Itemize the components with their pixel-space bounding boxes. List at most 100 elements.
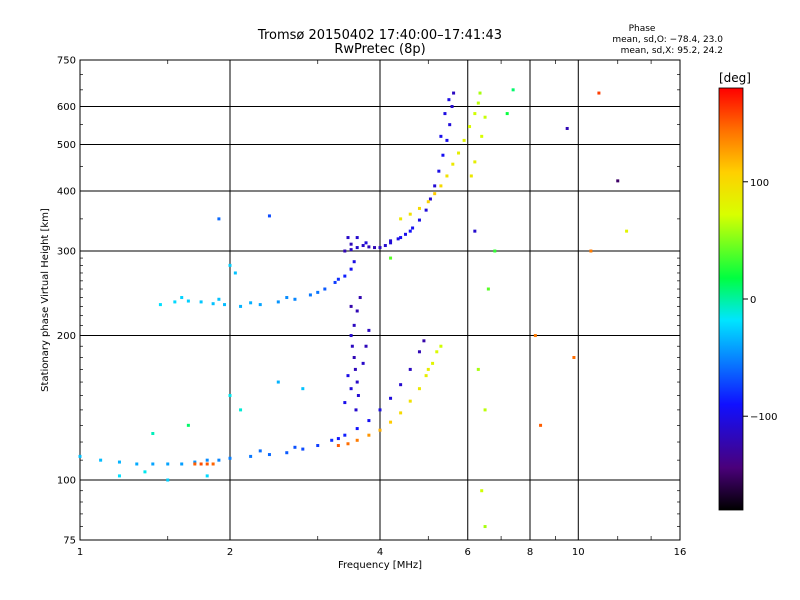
- data-point: [468, 125, 472, 129]
- data-point: [378, 428, 382, 432]
- data-point: [143, 470, 147, 474]
- data-point: [447, 98, 451, 102]
- data-point: [228, 456, 232, 460]
- data-point: [285, 451, 289, 455]
- data-point: [493, 249, 497, 253]
- data-point: [205, 462, 209, 466]
- data-point: [173, 300, 177, 304]
- data-point: [343, 401, 347, 405]
- data-point: [180, 296, 184, 300]
- data-point: [389, 396, 393, 400]
- data-point: [258, 449, 262, 453]
- data-point: [451, 162, 455, 166]
- y-tick-label: 200: [57, 331, 76, 342]
- data-point: [349, 387, 353, 391]
- data-point: [249, 301, 253, 305]
- x-axis-label: Frequency [MHz]: [338, 560, 422, 571]
- data-point: [625, 229, 629, 233]
- x-tick-label: 1: [77, 547, 83, 558]
- data-point: [478, 91, 482, 95]
- data-point: [399, 411, 403, 415]
- data-point: [445, 174, 449, 178]
- data-point: [343, 433, 347, 437]
- data-point: [486, 287, 490, 291]
- data-point: [217, 458, 221, 462]
- data-point: [565, 126, 569, 130]
- y-tick-label: 750: [57, 56, 76, 67]
- data-point: [408, 212, 412, 216]
- data-point: [457, 151, 461, 155]
- data-point: [364, 344, 368, 348]
- data-point: [78, 454, 82, 458]
- data-point: [346, 374, 350, 378]
- data-point: [450, 105, 454, 109]
- data-point: [353, 367, 357, 371]
- data-point: [228, 394, 232, 398]
- data-point: [349, 248, 353, 252]
- data-point: [117, 474, 121, 478]
- data-point: [361, 244, 365, 248]
- data-point: [428, 197, 432, 201]
- data-point: [364, 241, 368, 245]
- data-point: [383, 244, 387, 248]
- data-point: [439, 134, 443, 138]
- data-point: [476, 101, 480, 105]
- data-point: [223, 303, 227, 307]
- data-point: [373, 246, 377, 250]
- y-tick-label: 500: [57, 140, 76, 151]
- data-point: [166, 462, 170, 466]
- x-axis-ticks: 1 2 4 6 8 10 16: [77, 60, 686, 558]
- data-point: [399, 383, 403, 387]
- data-point: [403, 232, 407, 236]
- data-point: [469, 174, 473, 178]
- x-tick-label: 8: [527, 547, 533, 558]
- x-tick-label: 4: [377, 547, 383, 558]
- data-point: [180, 462, 184, 466]
- data-point: [445, 138, 449, 142]
- colorbar-label: [deg]: [719, 71, 751, 85]
- data-point: [367, 245, 371, 249]
- data-point: [572, 355, 576, 359]
- data-point: [228, 263, 232, 267]
- data-point: [389, 239, 393, 243]
- data-point: [361, 361, 365, 365]
- data-point: [367, 328, 371, 332]
- data-point: [355, 246, 359, 250]
- data-point: [483, 115, 487, 119]
- data-point: [462, 138, 466, 142]
- data-point: [199, 300, 203, 304]
- data-point: [589, 249, 593, 253]
- data-point: [349, 304, 353, 308]
- colorbar: [718, 87, 744, 511]
- data-point: [316, 290, 320, 294]
- data-point: [441, 153, 445, 157]
- data-point: [426, 200, 430, 204]
- data-point: [135, 462, 139, 466]
- data-point: [333, 280, 337, 284]
- data-point: [396, 237, 400, 241]
- data-point: [151, 432, 155, 436]
- data-point: [355, 380, 359, 384]
- data-point: [389, 241, 393, 245]
- data-point: [355, 427, 359, 431]
- data-point: [336, 277, 340, 281]
- data-point: [336, 437, 340, 441]
- data-point: [433, 192, 437, 196]
- phase-info-title: Phase: [629, 24, 656, 34]
- y-axis-ticks: 75 100 200 300 400 500 600 750: [57, 56, 680, 547]
- y-axis-label: Stationary phase Virtual Height [km]: [40, 208, 51, 392]
- data-point: [355, 236, 359, 240]
- data-point: [217, 217, 221, 221]
- x-tick-label: 2: [227, 547, 233, 558]
- data-point: [346, 442, 350, 446]
- data-point: [293, 297, 297, 301]
- data-point: [301, 447, 305, 451]
- y-tick-label: 100: [57, 476, 76, 487]
- data-point: [378, 408, 382, 412]
- data-point: [597, 91, 601, 95]
- data-point: [352, 260, 356, 264]
- data-point: [276, 300, 280, 304]
- data-point: [437, 169, 441, 173]
- data-point: [285, 296, 289, 300]
